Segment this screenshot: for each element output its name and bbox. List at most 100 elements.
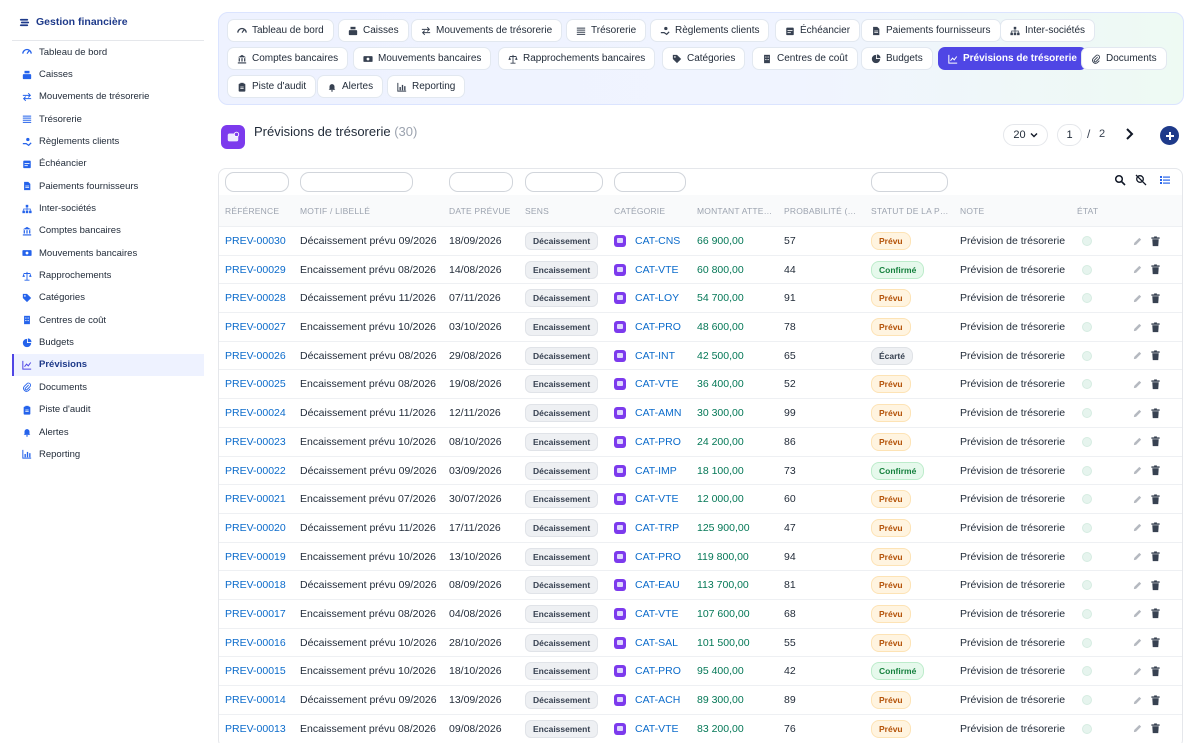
- delete-icon[interactable]: [1150, 666, 1161, 677]
- column-header-probabilite[interactable]: PROBABILITÉ (…: [784, 206, 857, 216]
- search-icon[interactable]: [1114, 174, 1126, 186]
- tab-3[interactable]: Trésorerie: [566, 19, 647, 42]
- delete-icon[interactable]: [1150, 551, 1161, 562]
- filter-motif[interactable]: [300, 172, 413, 192]
- table-row[interactable]: PREV-00030 Décaissement prévu 09/2026 18/0…: [219, 226, 1182, 255]
- sidebar-item-17[interactable]: Alertes: [12, 421, 204, 443]
- table-row[interactable]: PREV-00028 Décaissement prévu 11/2026 07/1…: [219, 283, 1182, 312]
- category-link[interactable]: CAT-PRO: [635, 665, 681, 678]
- edit-icon[interactable]: [1132, 264, 1143, 275]
- category-link[interactable]: CAT-SAL: [635, 636, 678, 649]
- column-header-reference[interactable]: RÉFÉRENCE: [225, 206, 280, 216]
- table-row[interactable]: PREV-00015 Encaissement prévu 10/2026 18/1…: [219, 656, 1182, 685]
- table-row[interactable]: PREV-00023 Encaissement prévu 10/2026 08/1…: [219, 426, 1182, 456]
- reference-link[interactable]: PREV-00030: [225, 235, 286, 247]
- category-link[interactable]: CAT-TRP: [635, 521, 680, 534]
- table-row[interactable]: PREV-00020 Décaissement prévu 11/2026 17/1…: [219, 512, 1182, 542]
- delete-icon[interactable]: [1150, 264, 1161, 275]
- tab-6[interactable]: Paiements fournisseurs: [861, 19, 1001, 42]
- table-row[interactable]: PREV-00024 Décaissement prévu 11/2026 12/1…: [219, 398, 1182, 427]
- list-view-icon[interactable]: [1159, 174, 1171, 186]
- category-link[interactable]: CAT-PRO: [635, 435, 681, 448]
- reference-link[interactable]: PREV-00020: [225, 521, 286, 534]
- table-row[interactable]: PREV-00025 Encaissement prévu 08/2026 19/0…: [219, 369, 1182, 398]
- edit-icon[interactable]: [1132, 236, 1143, 247]
- column-header-etat[interactable]: ÉTAT: [1077, 206, 1099, 216]
- reference-link[interactable]: PREV-00016: [225, 636, 286, 649]
- category-link[interactable]: CAT-VTE: [635, 378, 679, 391]
- category-link[interactable]: CAT-VTE: [635, 493, 679, 506]
- table-row[interactable]: PREV-00017 Encaissement prévu 08/2026 04/0…: [219, 598, 1182, 628]
- sidebar-item-12[interactable]: Centres de coût: [12, 309, 204, 331]
- sidebar-item-14[interactable]: Prévisions: [12, 353, 204, 377]
- category-link[interactable]: CAT-ACH: [635, 694, 681, 706]
- filter-categorie[interactable]: [614, 172, 686, 192]
- column-header-motif[interactable]: MOTIF / LIBELLÉ: [300, 206, 371, 216]
- delete-icon[interactable]: [1150, 694, 1161, 706]
- tab-9[interactable]: Mouvements bancaires: [353, 47, 492, 70]
- tab-7[interactable]: Inter-sociétés: [1000, 19, 1096, 42]
- edit-icon[interactable]: [1132, 608, 1143, 619]
- sidebar-item-18[interactable]: Reporting: [12, 443, 204, 465]
- reference-link[interactable]: PREV-00014: [225, 694, 286, 706]
- delete-icon[interactable]: [1150, 293, 1161, 304]
- sidebar-item-8[interactable]: Comptes bancaires: [12, 220, 204, 242]
- edit-icon[interactable]: [1132, 522, 1143, 533]
- reference-link[interactable]: PREV-00025: [225, 378, 286, 391]
- edit-icon[interactable]: [1132, 436, 1143, 447]
- tab-16[interactable]: Piste d'audit: [227, 75, 317, 98]
- delete-icon[interactable]: [1150, 608, 1161, 619]
- category-link[interactable]: CAT-VTE: [635, 607, 679, 620]
- tab-4[interactable]: Règlements clients: [650, 19, 770, 42]
- tab-11[interactable]: Catégories: [662, 47, 746, 70]
- reference-link[interactable]: PREV-00027: [225, 321, 286, 334]
- column-header-sens[interactable]: SENS: [525, 206, 549, 216]
- table-row[interactable]: PREV-00018 Décaissement prévu 09/2026 08/0…: [219, 570, 1182, 599]
- delete-icon[interactable]: [1150, 465, 1161, 476]
- edit-icon[interactable]: [1132, 293, 1143, 304]
- table-row[interactable]: PREV-00013 Encaissement prévu 08/2026 09/0…: [219, 713, 1182, 743]
- reference-link[interactable]: PREV-00018: [225, 579, 286, 592]
- category-link[interactable]: CAT-VTE: [635, 722, 679, 735]
- sidebar-item-6[interactable]: Paiements fournisseurs: [12, 175, 204, 197]
- tab-12[interactable]: Centres de coût: [752, 47, 858, 70]
- column-header-note[interactable]: NOTE: [960, 206, 985, 216]
- edit-icon[interactable]: [1132, 408, 1143, 419]
- sidebar-item-15[interactable]: Documents: [12, 376, 204, 398]
- sidebar-item-0[interactable]: Tableau de bord: [12, 41, 204, 63]
- edit-icon[interactable]: [1132, 379, 1143, 390]
- reference-link[interactable]: PREV-00015: [225, 665, 286, 678]
- sidebar-item-13[interactable]: Budgets: [12, 331, 204, 353]
- edit-icon[interactable]: [1132, 494, 1143, 505]
- tab-8[interactable]: Comptes bancaires: [227, 47, 349, 70]
- per-page-select[interactable]: 20: [1003, 124, 1048, 146]
- category-link[interactable]: CAT-PRO: [635, 321, 681, 334]
- edit-icon[interactable]: [1132, 551, 1143, 562]
- reference-link[interactable]: PREV-00017: [225, 607, 286, 620]
- tab-10[interactable]: Rapprochements bancaires: [498, 47, 656, 70]
- delete-icon[interactable]: [1150, 637, 1161, 648]
- category-link[interactable]: CAT-IMP: [635, 464, 677, 477]
- category-link[interactable]: CAT-LOY: [635, 292, 680, 305]
- reference-link[interactable]: PREV-00026: [225, 349, 286, 362]
- edit-icon[interactable]: [1132, 350, 1143, 361]
- next-page-button[interactable]: [1120, 124, 1138, 144]
- table-row[interactable]: PREV-00022 Décaissement prévu 09/2026 03/0…: [219, 455, 1182, 485]
- filter-statut[interactable]: [871, 172, 948, 192]
- delete-icon[interactable]: [1150, 322, 1161, 333]
- category-link[interactable]: CAT-VTE: [635, 263, 679, 276]
- clear-filter-icon[interactable]: [1135, 174, 1147, 186]
- table-row[interactable]: PREV-00019 Encaissement prévu 10/2026 13/1…: [219, 541, 1182, 571]
- category-link[interactable]: CAT-EAU: [635, 579, 680, 592]
- tab-14[interactable]: Prévisions de trésorerie: [938, 47, 1087, 70]
- table-row[interactable]: PREV-00014 Décaissement prévu 09/2026 13/0…: [219, 685, 1182, 714]
- reference-link[interactable]: PREV-00023: [225, 435, 286, 448]
- tab-2[interactable]: Mouvements de trésorerie: [411, 19, 563, 42]
- table-row[interactable]: PREV-00029 Encaissement prévu 08/2026 14/0…: [219, 254, 1182, 284]
- reference-link[interactable]: PREV-00028: [225, 292, 286, 305]
- tab-13[interactable]: Budgets: [861, 47, 933, 70]
- column-header-montant[interactable]: MONTANT ATTE…: [697, 206, 773, 216]
- reference-link[interactable]: PREV-00022: [225, 464, 286, 477]
- filter-sens[interactable]: [525, 172, 603, 192]
- reference-link[interactable]: PREV-00019: [225, 550, 286, 563]
